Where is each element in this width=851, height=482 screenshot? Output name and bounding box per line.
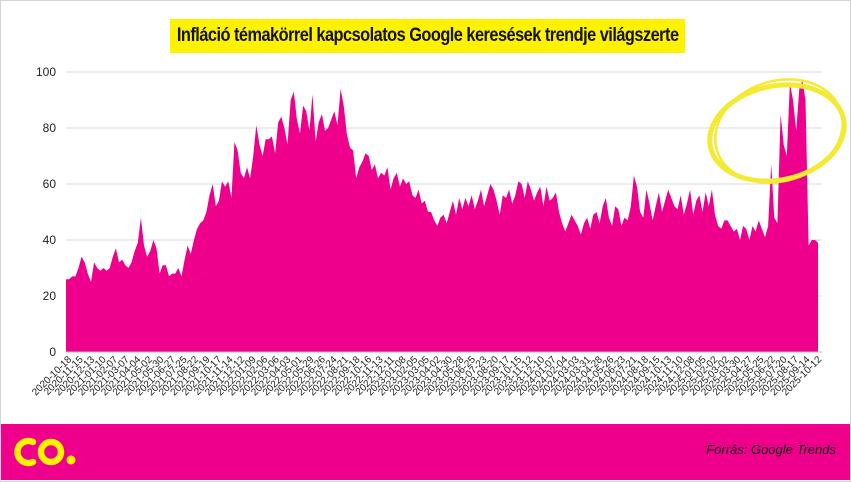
footer-bar: Forrás: Google Trends <box>1 424 850 480</box>
source-credit: Forrás: Google Trends <box>706 442 836 457</box>
y-tick-label: 20 <box>43 289 57 303</box>
y-tick-label: 60 <box>43 177 57 191</box>
series-area <box>66 80 818 353</box>
y-tick-label: 40 <box>43 233 57 247</box>
highlight-circle-stroke <box>714 78 844 184</box>
co-logo <box>14 437 76 467</box>
y-tick-label: 0 <box>49 345 56 359</box>
chart-title: Infláció témakörrel kapcsolatos Google k… <box>170 19 686 53</box>
y-tick-label: 100 <box>36 65 56 79</box>
y-tick-label: 80 <box>43 121 57 135</box>
